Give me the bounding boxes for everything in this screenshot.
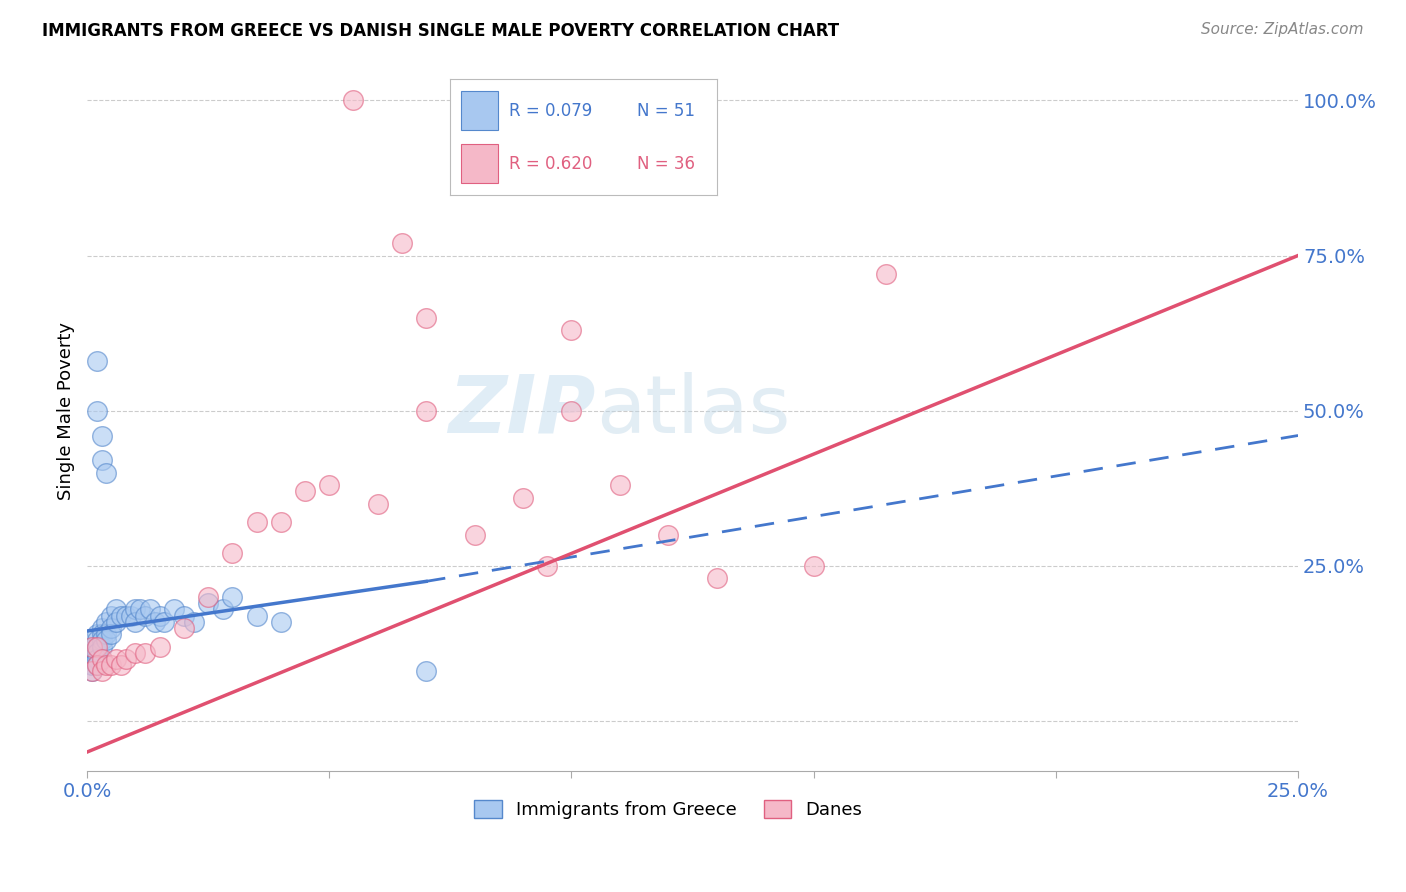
Point: [86, 354, 108, 368]
Text: Source: ZipAtlas.com: Source: ZipAtlas.com: [1201, 22, 1364, 37]
Point: [90, 633, 112, 648]
Point: [80, 640, 103, 654]
Point: [512, 491, 534, 505]
Point: [367, 497, 389, 511]
Point: [197, 596, 219, 610]
Point: [100, 627, 122, 641]
Point: [415, 403, 437, 417]
Point: [134, 646, 156, 660]
Point: [100, 658, 122, 673]
Point: [120, 608, 142, 623]
Point: [80, 665, 103, 679]
Point: [318, 478, 340, 492]
Point: [143, 615, 166, 629]
Point: [90, 640, 112, 654]
Point: [86, 633, 108, 648]
Point: [80, 652, 103, 666]
Point: [657, 528, 679, 542]
Point: [80, 665, 103, 679]
Point: [163, 602, 186, 616]
Point: [96, 633, 118, 648]
Point: [110, 608, 132, 623]
Point: [464, 528, 486, 542]
Point: [221, 590, 243, 604]
Point: [96, 627, 118, 641]
Point: [114, 652, 136, 666]
Point: [105, 602, 128, 616]
Point: [100, 608, 122, 623]
Point: [86, 646, 108, 660]
Point: [153, 615, 176, 629]
Point: [90, 627, 112, 641]
Point: [270, 516, 292, 530]
Point: [197, 590, 219, 604]
Point: [183, 615, 205, 629]
Point: [342, 93, 364, 107]
Point: [560, 403, 582, 417]
Point: [100, 621, 122, 635]
Point: [221, 546, 243, 560]
Point: [80, 652, 103, 666]
Point: [706, 571, 728, 585]
Text: IMMIGRANTS FROM GREECE VS DANISH SINGLE MALE POVERTY CORRELATION CHART: IMMIGRANTS FROM GREECE VS DANISH SINGLE …: [42, 22, 839, 40]
Point: [211, 602, 233, 616]
Point: [173, 608, 195, 623]
Y-axis label: Single Male Poverty: Single Male Poverty: [58, 322, 75, 500]
Point: [96, 466, 118, 480]
Point: [173, 621, 195, 635]
Point: [149, 608, 172, 623]
Point: [124, 602, 146, 616]
Point: [139, 602, 162, 616]
Point: [129, 602, 152, 616]
Legend: Immigrants from Greece, Danes: Immigrants from Greece, Danes: [467, 793, 869, 827]
Point: [90, 665, 112, 679]
Point: [245, 516, 267, 530]
Point: [105, 615, 128, 629]
Point: [114, 608, 136, 623]
Point: [415, 310, 437, 325]
Point: [96, 615, 118, 629]
Point: [86, 640, 108, 654]
Point: [80, 658, 103, 673]
Point: [415, 665, 437, 679]
Point: [124, 615, 146, 629]
Point: [391, 236, 413, 251]
Point: [80, 640, 103, 654]
Point: [294, 484, 316, 499]
Point: [245, 608, 267, 623]
Point: [875, 267, 897, 281]
Point: [609, 478, 631, 492]
Point: [86, 627, 108, 641]
Point: [86, 640, 108, 654]
Point: [86, 652, 108, 666]
Point: [90, 453, 112, 467]
Point: [86, 646, 108, 660]
Point: [270, 615, 292, 629]
Point: [149, 640, 172, 654]
Point: [90, 652, 112, 666]
Text: ZIP: ZIP: [449, 372, 596, 450]
Point: [560, 323, 582, 337]
Point: [86, 658, 108, 673]
Text: atlas: atlas: [596, 372, 790, 450]
Point: [90, 621, 112, 635]
Point: [80, 646, 103, 660]
Point: [96, 658, 118, 673]
Point: [105, 652, 128, 666]
Point: [536, 558, 558, 573]
Point: [86, 403, 108, 417]
Point: [86, 658, 108, 673]
Point: [90, 428, 112, 442]
Point: [110, 658, 132, 673]
Point: [134, 608, 156, 623]
Point: [124, 646, 146, 660]
Point: [80, 658, 103, 673]
Point: [803, 558, 825, 573]
